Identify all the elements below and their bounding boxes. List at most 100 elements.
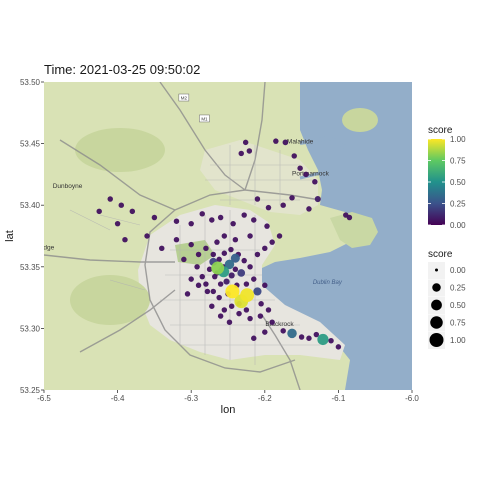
data-point xyxy=(221,233,228,239)
color-legend-title: score xyxy=(428,125,453,136)
n4-road xyxy=(44,254,175,263)
size-legend-label: 0.50 xyxy=(450,301,466,310)
data-point xyxy=(209,217,215,223)
y-tick-label: 53.50 xyxy=(20,78,41,87)
data-point xyxy=(246,148,253,154)
size-legend-title: score xyxy=(428,249,453,260)
data-point xyxy=(211,261,225,275)
north-urban-area xyxy=(200,140,318,215)
data-point xyxy=(159,245,165,252)
data-point xyxy=(317,333,329,346)
data-point xyxy=(144,233,150,239)
data-point xyxy=(303,171,309,178)
data-point xyxy=(210,288,217,295)
data-point xyxy=(173,218,180,224)
data-point xyxy=(241,212,247,218)
data-point xyxy=(151,214,158,221)
data-point xyxy=(273,138,279,144)
data-point xyxy=(287,328,297,339)
data-point xyxy=(204,288,211,295)
data-point xyxy=(236,310,242,317)
data-point xyxy=(257,313,264,319)
data-point xyxy=(253,287,262,296)
y-axis-title: lat xyxy=(4,230,16,242)
x-tick-label: -6.3 xyxy=(184,394,198,403)
data-point xyxy=(217,281,224,287)
data-point xyxy=(241,257,247,264)
map-place-label: Celbridge xyxy=(26,245,54,252)
color-legend-label: 0.50 xyxy=(450,178,466,187)
data-point xyxy=(243,281,250,287)
map-place-label: Portmarnock xyxy=(292,171,330,178)
data-point xyxy=(224,259,235,270)
color-legend-label: 0.25 xyxy=(450,200,466,209)
data-point xyxy=(242,139,249,146)
data-point xyxy=(265,307,272,313)
data-point xyxy=(188,276,194,282)
data-point xyxy=(96,208,102,215)
data-point xyxy=(228,303,235,309)
data-point xyxy=(312,179,318,185)
data-point xyxy=(328,337,334,344)
y-tick-label: 53.45 xyxy=(20,140,41,149)
data-point xyxy=(217,313,224,319)
data-point xyxy=(291,153,297,159)
m1-motorway xyxy=(244,82,266,191)
data-point xyxy=(203,245,209,252)
data-point xyxy=(129,208,136,215)
data-point xyxy=(269,319,275,325)
road-shield-icon xyxy=(178,93,190,102)
data-point xyxy=(195,251,202,258)
data-point xyxy=(203,281,209,287)
color-legend-bar xyxy=(428,139,445,225)
size-legend-dot xyxy=(432,283,441,292)
data-point xyxy=(237,269,246,277)
map-place-label: Dublin Bay xyxy=(313,280,343,286)
road-label: M2 xyxy=(181,96,188,101)
data-point xyxy=(306,206,312,212)
size-legend-label: 1.00 xyxy=(450,336,466,345)
data-point xyxy=(240,288,255,303)
data-point xyxy=(314,195,321,203)
size-legend-dot xyxy=(429,333,444,347)
data-point xyxy=(269,239,275,245)
data-point xyxy=(313,331,320,338)
data-point xyxy=(254,251,261,258)
data-point xyxy=(188,241,194,248)
road-label: M1 xyxy=(201,116,208,121)
data-point xyxy=(181,256,187,263)
size-legend-dot xyxy=(435,268,438,272)
data-point xyxy=(262,282,268,289)
data-point xyxy=(254,196,261,202)
map-place-label: Blackrock xyxy=(265,321,294,328)
data-point xyxy=(251,276,257,282)
data-point xyxy=(223,278,230,285)
data-point xyxy=(107,196,113,202)
data-point xyxy=(221,250,228,256)
data-point xyxy=(280,202,286,208)
data-point xyxy=(226,319,233,325)
data-point xyxy=(216,256,222,263)
data-point xyxy=(262,329,268,335)
data-point xyxy=(251,217,257,223)
data-point xyxy=(247,233,253,239)
y-tick-label: 53.30 xyxy=(20,324,41,333)
data-point xyxy=(265,204,272,211)
data-point xyxy=(228,272,235,279)
data-point xyxy=(238,150,244,157)
data-point xyxy=(199,211,205,217)
basemap: M2 M1 Malahide Portmarnock Dunboyne Celbridge… xyxy=(26,82,412,390)
data-point xyxy=(221,307,228,313)
data-point xyxy=(335,344,342,350)
chart-title: Time: 2021-03-25 09:50:02 xyxy=(44,62,200,77)
x-axis-title: lon xyxy=(221,404,236,416)
data-point xyxy=(282,139,289,146)
data-point xyxy=(262,245,268,252)
x-tick-label: -6.4 xyxy=(111,394,125,403)
data-point xyxy=(173,236,180,243)
data-point xyxy=(206,266,213,272)
howth-peninsula xyxy=(330,212,378,248)
data-point xyxy=(306,335,312,341)
map-place-label: Malahide xyxy=(287,139,314,146)
